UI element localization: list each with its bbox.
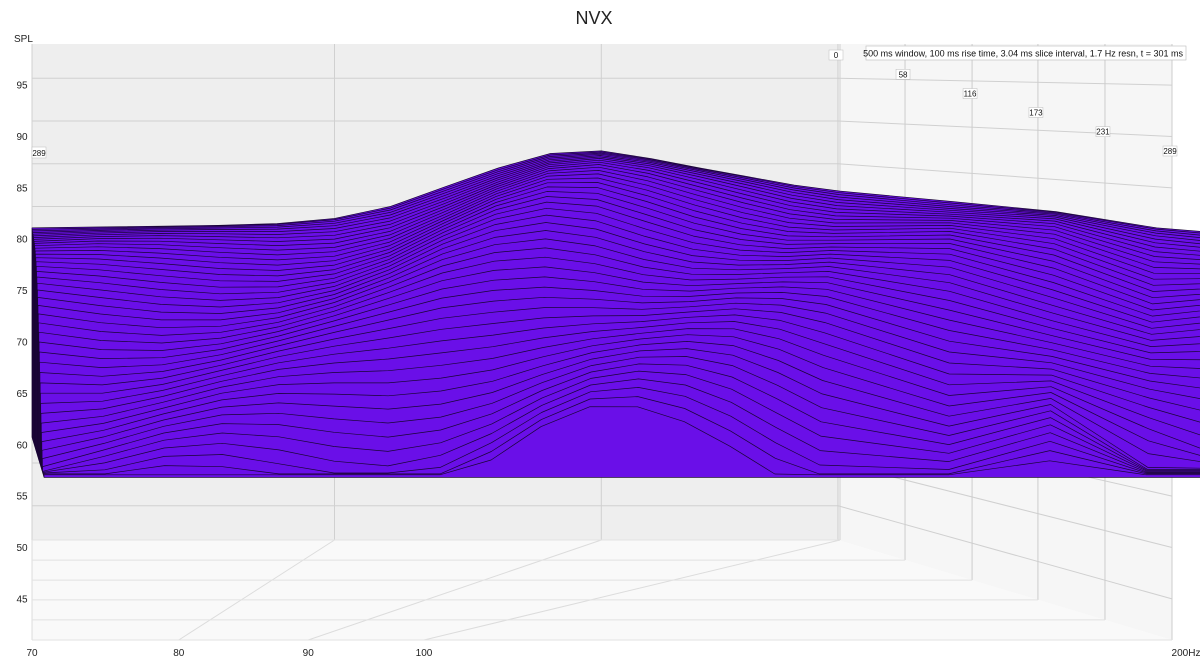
time-tick-box (828, 49, 844, 61)
x-tick-label: 90 (303, 648, 315, 659)
floor-gridline (308, 539, 602, 641)
y-tick-label: 90 (16, 132, 28, 143)
x-tick-label: 100 (416, 648, 433, 659)
x-tick-label: 80 (173, 648, 185, 659)
waterfall-slice (43, 406, 1200, 478)
time-tick-box (1028, 107, 1044, 118)
chart-labels: 45 50 55 60 65 70 75 80 85 90 95 70 80 90 100 200Hz 0 58 1… (16, 49, 1200, 659)
time-tick-label-left: 289 (32, 149, 46, 158)
y-tick-label: 75 (16, 286, 28, 297)
x-tick-label: 70 (26, 648, 38, 659)
time-tick-box (1162, 145, 1178, 157)
x-end-label: 200Hz (1172, 648, 1200, 659)
side-gridline (837, 77, 1173, 86)
y-tick-label: 70 (16, 338, 28, 349)
time-tick-label: 173 (1029, 108, 1043, 117)
annotation-box: 500 ms window, 100 ms rise time, 3.04 ms… (863, 45, 1187, 61)
floor-gridline (423, 539, 841, 641)
time-tick-label: 289 (1163, 147, 1177, 156)
side-gridline (837, 505, 1173, 600)
y-tick-label: 85 (16, 183, 28, 194)
floor-gridline (178, 539, 335, 641)
y-axis-label: SPL (14, 34, 33, 45)
chart-title: NVX (575, 8, 612, 28)
time-tick-box-left (31, 146, 47, 159)
side-gridline (837, 120, 1173, 137)
y-tick-label: 55 (16, 492, 28, 503)
annotation-text: 500 ms window, 100 ms rise time, 3.04 ms… (863, 49, 1183, 59)
time-tick-label: 231 (1096, 128, 1110, 137)
time-tick-box (962, 88, 978, 99)
floor (32, 540, 1172, 640)
side-gridline (837, 163, 1173, 189)
y-tick-label: 80 (16, 235, 28, 246)
time-tick-label: 116 (964, 90, 977, 99)
y-tick-label: 95 (16, 81, 28, 92)
waterfall-surface (31, 150, 1200, 478)
y-tick-label: 50 (16, 543, 28, 554)
y-tick-label: 45 (16, 594, 28, 605)
time-tick-box (895, 69, 911, 80)
time-tick-label: 58 (899, 70, 908, 79)
y-tick-label: 60 (16, 440, 28, 451)
time-tick-box (1095, 126, 1111, 137)
time-tick-label: 0 (834, 51, 839, 60)
y-tick-label: 65 (16, 389, 28, 400)
